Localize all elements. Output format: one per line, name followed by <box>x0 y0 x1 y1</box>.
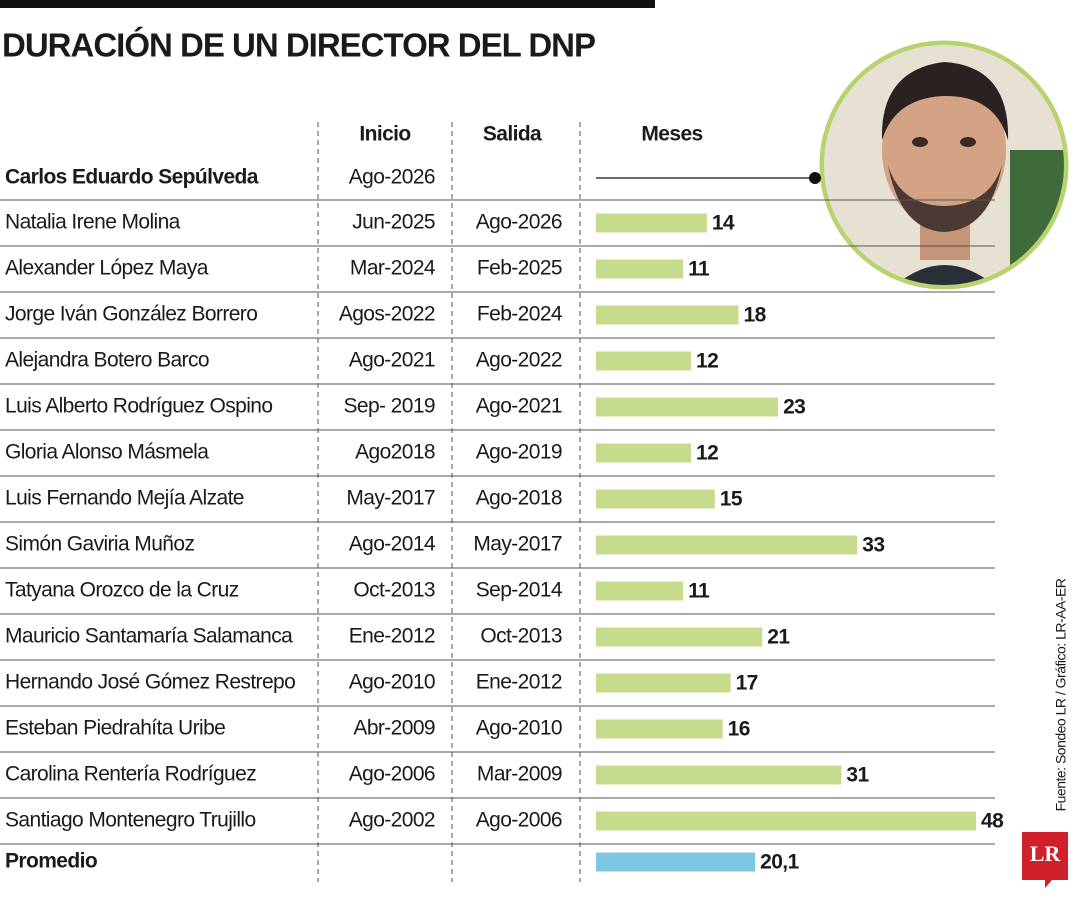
row-end: Ago-2019 <box>476 441 562 464</box>
current-name: Carlos Eduardo Sepúlveda <box>5 166 259 189</box>
bar <box>596 719 723 739</box>
row-end: Sep-2014 <box>476 579 563 602</box>
row-end: May-2017 <box>473 533 562 556</box>
value-label: 14 <box>712 212 735 235</box>
row-name: Jorge Iván González Borrero <box>5 303 257 326</box>
bar <box>596 627 763 647</box>
value-label: 11 <box>688 258 710 281</box>
row-start: May-2017 <box>346 487 435 510</box>
chart-title: DURACIÓN DE UN DIRECTOR DEL DNP <box>2 27 595 64</box>
row-name: Luis Alberto Rodríguez Ospino <box>5 395 272 418</box>
row-end: Ago-2026 <box>476 211 562 234</box>
value-label: 12 <box>696 442 718 465</box>
current-pointer-dot <box>809 172 821 184</box>
bar <box>596 581 684 601</box>
row-name: Mauricio Santamaría Salamanca <box>5 625 293 648</box>
row-name: Carolina Rentería Rodríguez <box>5 763 256 786</box>
bar <box>596 489 715 509</box>
value-label: 15 <box>720 488 743 511</box>
bar <box>596 351 691 371</box>
row-name: Simón Gaviria Muñoz <box>5 533 194 556</box>
column-header: Salida <box>483 123 542 146</box>
value-label: 12 <box>696 350 718 373</box>
row-end: Mar-2009 <box>477 763 562 786</box>
row-end: Ene-2012 <box>476 671 562 694</box>
row-name: Alexander López Maya <box>5 257 209 280</box>
value-label: 31 <box>846 764 869 787</box>
row-start: Ago-2021 <box>349 349 435 372</box>
row-name: Tatyana Orozco de la Cruz <box>5 579 239 602</box>
row-start: Jun-2025 <box>352 211 435 234</box>
row-name: Alejandra Botero Barco <box>5 349 209 372</box>
row-end: Ago-2021 <box>476 395 562 418</box>
row-end: Feb-2024 <box>477 303 563 326</box>
row-name: Esteban Piedrahíta Uribe <box>5 717 225 740</box>
row-end: Ago-2022 <box>476 349 562 372</box>
column-header: Meses <box>641 123 702 146</box>
row-start: Agos-2022 <box>339 303 435 326</box>
average-label: Promedio <box>5 850 97 873</box>
row-name: Luis Fernando Mejía Alzate <box>5 487 244 510</box>
portrait <box>819 40 1069 290</box>
bar <box>596 535 858 555</box>
row-start: Abr-2009 <box>353 717 435 740</box>
value-label: 11 <box>688 580 710 603</box>
row-end: Ago-2018 <box>476 487 562 510</box>
source-note: Fuente: Sondeo LR / Gráfico: LR-AA-ER <box>1053 578 1069 811</box>
bar <box>596 811 976 831</box>
value-label: 16 <box>728 718 750 741</box>
value-label: 23 <box>783 396 805 419</box>
average-bar <box>596 852 756 872</box>
value-label: 21 <box>767 626 790 649</box>
value-label: 20,1 <box>760 851 799 874</box>
bar <box>596 213 707 233</box>
bar <box>596 765 842 785</box>
logo-text: LR <box>1030 841 1062 866</box>
value-label: 48 <box>981 810 1004 833</box>
bar <box>596 259 684 279</box>
current-start: Ago-2026 <box>349 166 435 189</box>
value-label: 17 <box>736 672 758 695</box>
row-name: Hernando José Gómez Restrepo <box>5 671 295 694</box>
row-start: Ago2018 <box>355 441 435 464</box>
row-end: Ago-2010 <box>476 717 562 740</box>
row-start: Oct-2013 <box>353 579 435 602</box>
value-label: 33 <box>862 534 884 557</box>
row-name: Santiago Montenegro Trujillo <box>5 809 256 832</box>
top-rule <box>0 0 655 8</box>
row-start: Mar-2024 <box>350 257 436 280</box>
bar <box>596 673 731 693</box>
row-name: Gloria Alonso Másmela <box>5 441 209 464</box>
row-start: Ago-2014 <box>349 533 436 556</box>
bar <box>596 397 779 417</box>
row-end: Oct-2013 <box>480 625 562 648</box>
bar <box>596 305 739 325</box>
column-header: Inicio <box>359 123 410 146</box>
row-start: Ago-2006 <box>349 763 435 786</box>
row-end: Feb-2025 <box>477 257 562 280</box>
value-label: 18 <box>744 304 767 327</box>
bar <box>596 443 691 463</box>
row-name: Natalia Irene Molina <box>5 211 181 234</box>
row-start: Ene-2012 <box>349 625 435 648</box>
row-start: Ago-2002 <box>349 809 435 832</box>
logo: LR <box>1022 832 1068 888</box>
row-end: Ago-2006 <box>476 809 562 832</box>
row-start: Ago-2010 <box>349 671 435 694</box>
row-start: Sep- 2019 <box>343 395 435 418</box>
